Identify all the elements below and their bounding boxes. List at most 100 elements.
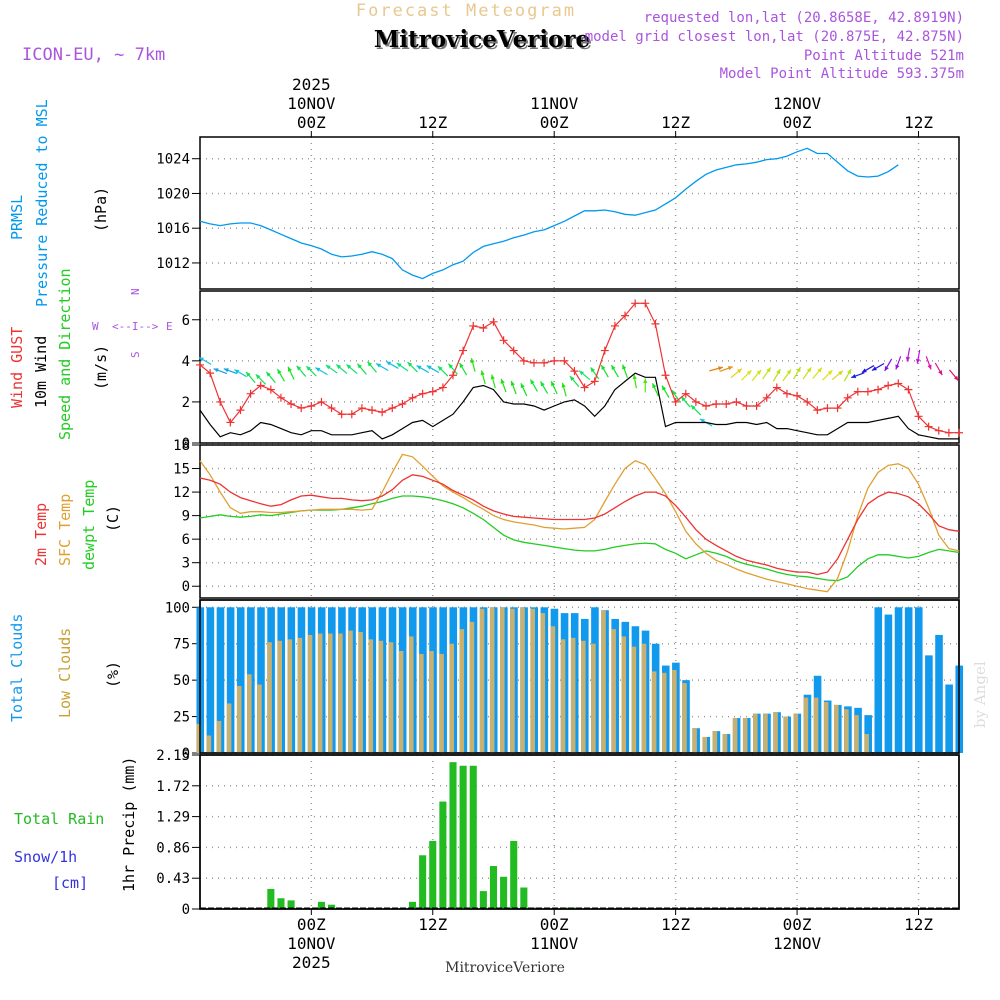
top-axis-label: 10NOV — [287, 94, 336, 113]
dewpt-line — [199, 495, 960, 582]
wind-arrow-head — [288, 366, 292, 372]
gust-marker — [378, 408, 387, 417]
gust-marker — [914, 412, 923, 421]
clouds-panel: 0 25 50 75 100 — [165, 599, 964, 762]
bottom-axis-label: 12Z — [904, 915, 933, 934]
gust-marker — [621, 311, 630, 320]
wind-arrow-head — [851, 374, 857, 379]
temp-ylabel: (C) — [104, 505, 122, 532]
gust-line — [199, 302, 959, 434]
rain-bar — [277, 898, 285, 909]
wind-arrow-head — [437, 366, 443, 371]
low-cloud-bar — [702, 736, 708, 753]
wind-arrow — [569, 375, 580, 388]
panel-frame-top — [199, 754, 960, 910]
compass-e: E — [166, 320, 173, 333]
wind-arrow — [480, 370, 486, 385]
wind-arrow-head — [786, 369, 791, 375]
rain-bar — [287, 900, 295, 909]
wind-arrow-head — [500, 378, 505, 384]
gust-marker — [509, 346, 518, 355]
low-cloud-bar — [783, 716, 788, 753]
clouds-label-total: Total Clouds — [8, 614, 26, 722]
wind-arrow — [622, 364, 628, 378]
wind-arrow — [651, 382, 659, 397]
rain-bar — [489, 866, 498, 909]
wind-arrow-head — [847, 369, 852, 375]
gust-marker — [266, 385, 275, 394]
wind-arrow-head — [727, 366, 733, 371]
ytick-label: 1020 — [156, 186, 190, 202]
wind-arrow — [470, 358, 476, 372]
wind-arrow — [305, 365, 317, 377]
wind-arrow — [367, 361, 377, 373]
gust-marker — [772, 383, 781, 392]
temp-label-2m: 2m Temp — [32, 503, 50, 566]
gust-marker — [924, 422, 933, 431]
wind-arrow-head — [459, 362, 464, 368]
wind-arrow — [831, 370, 844, 381]
wind-arrow-head — [756, 369, 762, 375]
wind-arrow-head — [386, 361, 392, 366]
requested-coords: requested lon,lat (20.8658E, 42.8919N) — [644, 10, 964, 26]
low-cloud-bar — [672, 669, 677, 753]
ytick-label: 0 — [182, 902, 190, 918]
gust-marker — [428, 387, 437, 396]
wind-arrow — [680, 396, 691, 408]
total-cloud-bar — [935, 634, 943, 753]
wind-arrow — [578, 370, 591, 381]
bottom-station: MitroviceVeriore — [445, 960, 565, 976]
wind-arrow — [529, 379, 538, 392]
gust-marker — [955, 428, 963, 437]
gust-marker — [681, 389, 690, 398]
wind-arrow-head — [662, 385, 667, 391]
wind-arrow-head — [622, 364, 627, 370]
panel-bg — [200, 291, 959, 443]
low-cloud-bar — [712, 731, 718, 753]
bottom-axis-label: 12NOV — [773, 934, 822, 953]
model-point-altitude: Model Point Altitude 593.375m — [720, 66, 964, 82]
wind-arrow — [861, 365, 875, 374]
wind-arrow-head — [551, 381, 556, 387]
low-cloud-bar — [763, 713, 768, 753]
low-cloud-bar — [398, 651, 404, 753]
wind-arrow — [245, 371, 256, 384]
wind-arrow-head — [601, 365, 606, 371]
low-cloud-bar — [581, 640, 586, 753]
wind-arrow — [719, 366, 734, 373]
rain-bar — [429, 840, 437, 909]
gust-marker — [540, 358, 549, 367]
low-cloud-bar — [722, 734, 728, 753]
wind10m-line — [199, 372, 959, 440]
ytick-label: 0.43 — [156, 871, 190, 887]
bottom-axis-label: 11NOV — [530, 934, 579, 953]
clouds-ylabel: (%) — [104, 661, 122, 688]
low-cloud-bar — [236, 685, 242, 753]
low-cloud-bar — [206, 735, 212, 753]
wind-arrow — [437, 365, 449, 377]
wind-arrow — [561, 382, 567, 397]
low-cloud-bar — [459, 629, 465, 753]
wind-arrow-head — [325, 365, 331, 370]
gust-marker — [722, 399, 731, 408]
wind-arrow-head — [416, 365, 422, 370]
rain-bar — [317, 901, 325, 909]
temp2m-line — [199, 474, 960, 576]
ytick-label: 0.86 — [156, 840, 190, 856]
wind-arrow — [346, 364, 358, 375]
wind-arrow — [590, 367, 600, 380]
wind-ylabel: (m/s) — [92, 345, 110, 390]
wind-arrow-head — [643, 378, 648, 383]
wind-arrow-head — [510, 380, 515, 386]
pressure-ylabel: (hPa) — [92, 187, 110, 232]
wind-arrow — [851, 372, 865, 379]
low-cloud-bar — [196, 723, 202, 753]
gust-marker — [813, 406, 822, 415]
gust-marker — [691, 397, 700, 406]
wind-arrow — [356, 363, 367, 375]
gust-marker — [216, 397, 225, 406]
wind-arrow — [751, 369, 762, 381]
total-cloud-bar — [216, 607, 225, 753]
wind-arrow-head — [470, 358, 475, 364]
